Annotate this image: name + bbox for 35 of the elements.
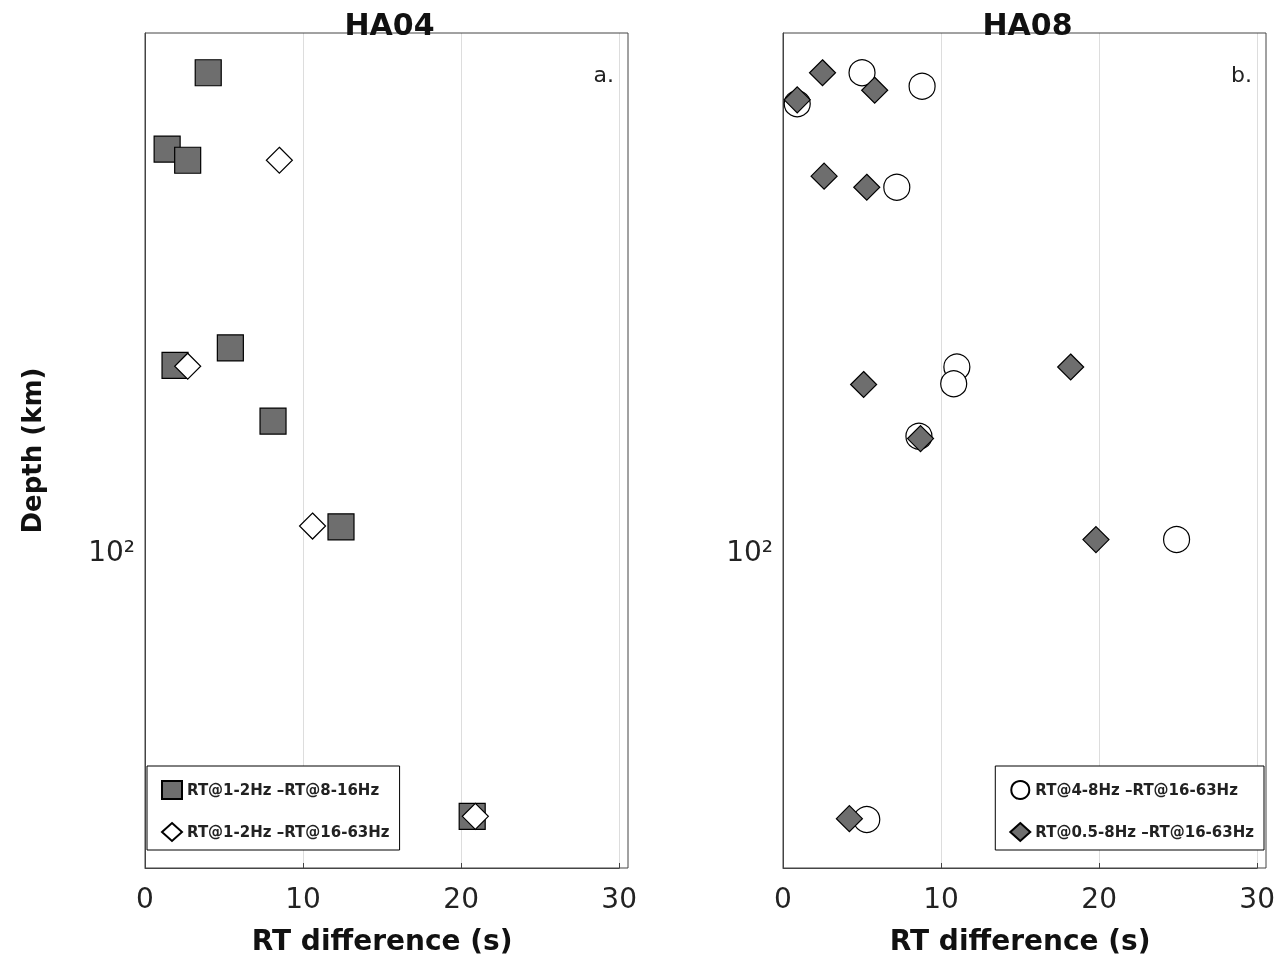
- legend-label: RT@1-2Hz –RT@16-63Hz: [187, 823, 390, 841]
- text: 10²: [88, 535, 135, 569]
- x-tick-label: 0: [136, 881, 154, 915]
- text: 10²: [726, 535, 773, 569]
- annotation: b.: [1231, 61, 1253, 87]
- x-tick-label: 10: [285, 881, 321, 915]
- point: [216, 334, 244, 362]
- x-tick-label: 30: [1239, 881, 1276, 915]
- point: [259, 407, 287, 435]
- point: [810, 162, 838, 190]
- point: [808, 59, 837, 87]
- legend-label: RT@1-2Hz –RT@8-16Hz: [187, 781, 380, 799]
- legend-label: RT@0.5-8Hz –RT@16-63Hz: [1035, 823, 1255, 841]
- x-tick-label: 30: [601, 881, 638, 915]
- point: [835, 805, 863, 833]
- point: [1057, 353, 1085, 381]
- chart-title: HA08: [982, 6, 1073, 42]
- point: [194, 59, 222, 87]
- x-axis-title: RT difference (s): [889, 923, 1151, 957]
- x-tick-label: 0: [774, 881, 792, 915]
- point: [174, 146, 202, 174]
- point: [850, 370, 878, 399]
- x-tick-label: 10: [923, 881, 959, 915]
- point: [861, 76, 889, 104]
- y-axis-title: Depth (km): [17, 367, 47, 534]
- x-tick-label: 20: [1081, 881, 1117, 915]
- point: [327, 513, 355, 541]
- point: [853, 173, 881, 201]
- point: [174, 352, 202, 380]
- legend-label: RT@4-8Hz –RT@16-63Hz: [1035, 781, 1239, 799]
- x-tick-label: 20: [443, 881, 479, 915]
- point: [1082, 525, 1110, 554]
- chart-title: HA04: [344, 6, 435, 42]
- annotation: a.: [593, 61, 615, 87]
- x-axis-title: RT difference (s): [251, 923, 513, 957]
